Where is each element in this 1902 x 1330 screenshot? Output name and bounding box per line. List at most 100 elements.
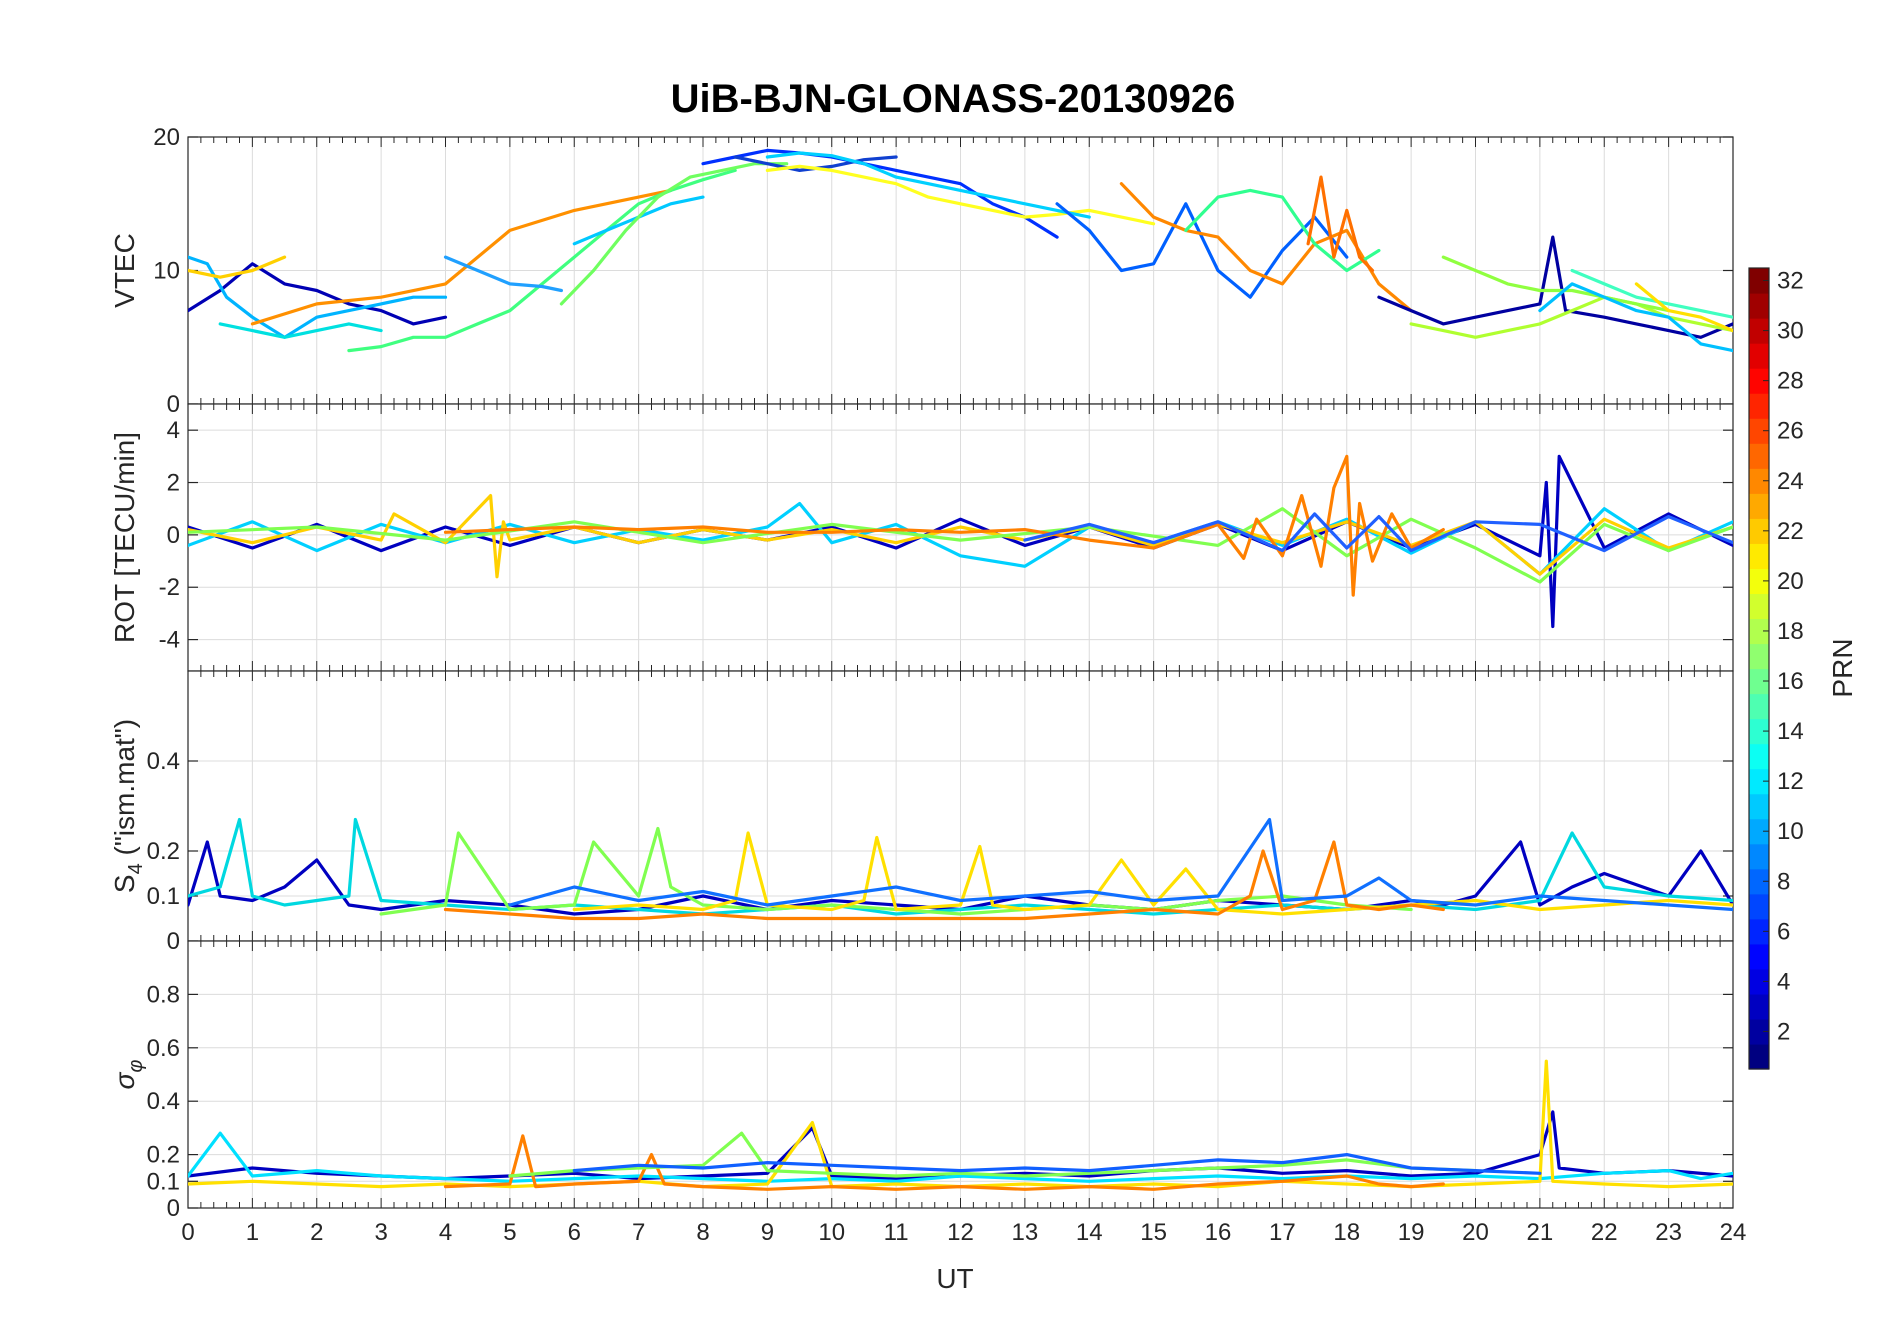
colorbar-tick-label: 18 <box>1777 618 1804 645</box>
series-line <box>250 188 673 326</box>
series-group <box>188 148 1733 353</box>
x-tick-label: 20 <box>1462 1219 1489 1246</box>
y-tick-label: 0.1 <box>147 1168 180 1195</box>
series-line <box>1119 182 1413 313</box>
y-tick-label: 10 <box>153 258 180 285</box>
x-tick-label: 24 <box>1720 1219 1747 1246</box>
colorbar-segment <box>1749 893 1769 920</box>
colorbar-tick-label: 30 <box>1777 318 1804 345</box>
y-axis-label: ROT [TECU/min] <box>109 432 140 643</box>
series-line <box>443 1134 1445 1191</box>
colorbar-segment <box>1749 1043 1769 1070</box>
series-line <box>765 164 1156 226</box>
x-tick-label: 0 <box>181 1219 194 1246</box>
y-tick-label: -4 <box>159 627 180 654</box>
y-axis-label: σφ <box>109 1060 147 1090</box>
x-tick-label: 6 <box>568 1219 581 1246</box>
colorbar-segment <box>1749 668 1769 695</box>
x-tick-label: 12 <box>947 1219 974 1246</box>
series-line <box>559 162 789 306</box>
y-tick-label: 0 <box>167 391 180 418</box>
colorbar-segment <box>1749 743 1769 770</box>
series-group <box>188 817 1733 921</box>
series-line <box>1055 202 1349 299</box>
colorbar-segment <box>1749 343 1769 369</box>
colorbar-tick-label: 8 <box>1777 868 1790 895</box>
series-line <box>1538 282 1733 353</box>
panel-s4: 0 0.1 0.2 0.4S4 ("ism.mat") <box>109 670 1734 955</box>
series-line <box>1634 282 1733 333</box>
colorbar-tick-label: 12 <box>1777 768 1804 795</box>
y-tick-label: 0.4 <box>147 1088 180 1115</box>
colorbar-segment <box>1749 593 1769 620</box>
series-line <box>1441 255 1671 313</box>
series-line <box>508 817 1733 912</box>
series-line <box>1377 235 1733 339</box>
x-tick-label: 3 <box>374 1219 387 1246</box>
colorbar-segment <box>1749 968 1769 995</box>
series-line <box>188 262 448 326</box>
colorbar-segment <box>1749 843 1769 870</box>
colorbar-tick-label: 32 <box>1777 268 1804 295</box>
series-line <box>1409 295 1733 339</box>
colorbar-segment <box>1749 643 1769 670</box>
x-tick-label: 15 <box>1140 1219 1167 1246</box>
colorbar-tick-label: 14 <box>1777 718 1804 745</box>
x-tick-label: 8 <box>696 1219 709 1246</box>
y-tick-label: 0 <box>167 522 180 549</box>
colorbar-tick-label: 6 <box>1777 918 1790 945</box>
y-axis-label: VTEC <box>109 233 140 308</box>
y-tick-label: -2 <box>159 574 180 601</box>
colorbar-segment <box>1749 493 1769 519</box>
colorbar-tick-label: 28 <box>1777 368 1804 395</box>
y-tick-label: 0 <box>167 928 180 955</box>
x-tick-label: 21 <box>1527 1219 1554 1246</box>
colorbar-tick-label: 10 <box>1777 818 1804 845</box>
colorbar-segment <box>1749 943 1769 970</box>
x-tick-label: 4 <box>439 1219 452 1246</box>
series-line <box>1306 175 1375 273</box>
colorbar-tick-label: 4 <box>1777 968 1790 995</box>
colorbar-segment <box>1749 418 1769 444</box>
colorbar-segment <box>1749 268 1769 294</box>
y-tick-label: 0.2 <box>147 838 180 865</box>
colorbar-tick-label: 26 <box>1777 418 1804 445</box>
series-line <box>1570 268 1733 319</box>
series-line <box>701 148 1059 239</box>
x-tick-label: 2 <box>310 1219 323 1246</box>
series-group <box>188 454 1733 629</box>
colorbar-segment <box>1749 543 1769 569</box>
panel-rot: -4 -2 0 2 4 ROT [TECU/min] <box>109 403 1734 672</box>
y-tick-label: 0.6 <box>147 1035 180 1062</box>
colorbar-segment <box>1749 393 1769 419</box>
x-tick-label: 14 <box>1076 1219 1103 1246</box>
colorbar-segment <box>1749 368 1769 394</box>
panel-sigma_phi: 00.10.20.40.60.80 1 2 3 4 5 6 7 8 9 10 11 12 13 14 15 16… <box>109 940 1747 1246</box>
x-tick-label: 10 <box>818 1219 845 1246</box>
y-tick-label: 0.4 <box>147 748 180 775</box>
colorbar-tick-label: 20 <box>1777 568 1804 595</box>
y-tick-label: 0 <box>167 1195 180 1222</box>
series-line <box>443 255 564 293</box>
y-tick-label: 4 <box>167 417 180 444</box>
y-tick-label: 20 <box>153 124 180 151</box>
colorbar-segment <box>1749 443 1769 469</box>
series-line <box>188 255 287 279</box>
colorbar-segment <box>1749 468 1769 494</box>
x-tick-label: 9 <box>761 1219 774 1246</box>
series-line <box>379 826 1413 916</box>
colorbar-segment <box>1749 993 1769 1020</box>
colorbar-segment <box>1749 793 1769 820</box>
colorbar-segment <box>1749 868 1769 895</box>
x-tick-label: 16 <box>1205 1219 1232 1246</box>
series-line <box>443 454 1445 597</box>
colorbar-segment <box>1749 1018 1769 1045</box>
x-tick-label: 18 <box>1333 1219 1360 1246</box>
panel-vtec: 0 10 20 VTEC <box>109 124 1734 418</box>
series-group <box>188 1059 1733 1191</box>
colorbar-tick-label: 22 <box>1777 518 1804 545</box>
chart-title: UiB-BJN-GLONASS-20130926 <box>671 77 1236 121</box>
